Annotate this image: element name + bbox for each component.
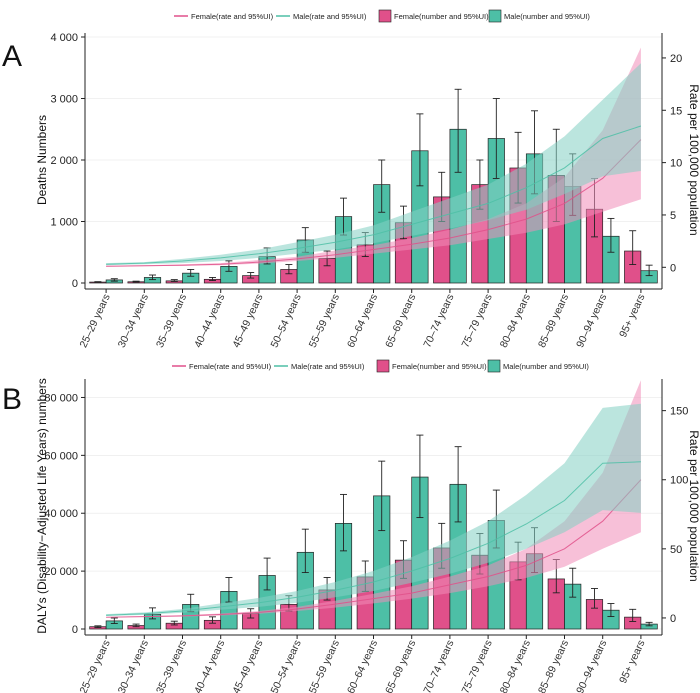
x-tick-label: 45–49 years: [230, 292, 265, 349]
x-tick-label: 85–89 years: [536, 638, 571, 693]
x-tick-label: 25–29 years: [78, 292, 113, 349]
x-tick-label: 35–39 years: [154, 292, 189, 349]
x-tick-label: 95+ years: [617, 292, 647, 339]
x-tick-label: 35–39 years: [154, 638, 189, 693]
legend-male-rate-label: Male(rate and 95%UI): [291, 362, 365, 371]
y2-tick-label: 50: [670, 544, 682, 556]
y-tick-label: 0: [72, 624, 78, 636]
x-tick-label: 30–34 years: [116, 638, 151, 693]
female-rate-line: [106, 139, 642, 267]
x-tick-label: 55–59 years: [307, 292, 342, 349]
x-tick-label: 50–54 years: [269, 292, 304, 349]
legend-female-number-label: Female(number and 95%UI): [394, 12, 489, 21]
x-tick-label: 40–44 years: [192, 292, 227, 349]
y2-tick-label: 0: [670, 262, 676, 274]
x-tick-label: 55–59 years: [307, 638, 342, 693]
y2-axis-title-a: Rate per 100,000 population: [687, 84, 700, 235]
x-tick-label: 75–79 years: [460, 292, 495, 349]
x-tick-label: 80–84 years: [498, 292, 533, 349]
legend-female-number-swatch: [376, 359, 390, 373]
legend-male-number-swatch: [488, 9, 502, 23]
y-tick-label: 4 000: [50, 32, 78, 44]
y2-axis-title-b: Rate per 100,000 population: [687, 430, 700, 581]
y-axis-title-a: Deaths Numbers: [35, 115, 49, 205]
male-rate-uncertainty-band: [106, 403, 641, 616]
y-tick-label: 20 000: [44, 566, 78, 578]
male-rate-uncertainty-band: [106, 63, 641, 266]
y2-tick-label: 15: [670, 105, 682, 117]
x-tick-label: 60–64 years: [345, 638, 380, 693]
x-tick-label: 65–69 years: [383, 638, 418, 693]
male-rate-line: [106, 125, 642, 265]
panel-b: B Female(rate and 95%UI) Male(rate and 9…: [2, 359, 700, 693]
legend-male-rate-label: Male(rate and 95%UI): [293, 12, 367, 21]
y-tick-label: 40 000: [44, 508, 78, 520]
legend-female-rate-label: Female(rate and 95%UI): [191, 12, 274, 21]
y-tick-label: 0: [72, 278, 78, 290]
y-axis-title-b: DALYs (Disability−Adjusted Life Years) n…: [35, 378, 49, 634]
y2-tick-label: 100: [670, 475, 688, 487]
y-tick-label: 60 000: [44, 450, 78, 462]
y-tick-label: 3 000: [50, 94, 78, 106]
panel-label-a: A: [2, 40, 22, 73]
x-tick-label: 80–84 years: [498, 638, 533, 693]
y2-tick-label: 10: [670, 158, 682, 170]
legend-male-number-label: Male(number and 95%UI): [504, 12, 590, 21]
x-tick-label: 90–94 years: [574, 638, 609, 693]
legend-a: Female(rate and 95%UI) Male(rate and 95%…: [174, 9, 590, 23]
x-tick-label: 60–64 years: [345, 292, 380, 349]
y2-tick-label: 20: [670, 53, 682, 65]
panel-label-b: B: [2, 383, 22, 416]
legend-female-number-swatch: [378, 9, 392, 23]
x-tick-label: 50–54 years: [269, 638, 304, 693]
panel-a: A Female(rate and 95%UI) Male(rate and 9…: [2, 9, 700, 350]
x-tick-label: 90–94 years: [574, 292, 609, 349]
x-tick-label: 40–44 years: [192, 638, 227, 693]
male-rate-line: [106, 461, 641, 616]
female-rate-line: [106, 479, 642, 618]
y2-tick-label: 5: [670, 210, 676, 222]
x-tick-label: 70–74 years: [421, 292, 456, 349]
y-tick-label: 80 000: [44, 392, 78, 404]
x-tick-label: 45–49 years: [230, 638, 265, 693]
x-tick-label: 65–69 years: [383, 292, 418, 349]
x-tick-label: 30–34 years: [116, 292, 151, 349]
x-tick-label: 25–29 years: [78, 638, 113, 693]
female-rate-uncertainty-band: [106, 380, 641, 618]
legend-b: Female(rate and 95%UI) Male(rate and 95%…: [172, 359, 589, 373]
y-tick-label: 1 000: [50, 217, 78, 229]
y2-tick-label: 0: [670, 613, 676, 625]
x-tick-label: 85–89 years: [536, 292, 571, 349]
legend-female-rate-label: Female(rate and 95%UI): [189, 362, 272, 371]
y-tick-label: 2 000: [50, 155, 78, 167]
x-tick-label: 75–79 years: [460, 638, 495, 693]
legend-female-number-label: Female(number and 95%UI): [392, 362, 487, 371]
x-tick-label: 95+ years: [617, 638, 647, 685]
legend-male-number-swatch: [487, 359, 501, 373]
x-tick-label: 70–74 years: [421, 638, 456, 693]
legend-male-number-label: Male(number and 95%UI): [503, 362, 589, 371]
y2-tick-label: 150: [670, 406, 688, 418]
